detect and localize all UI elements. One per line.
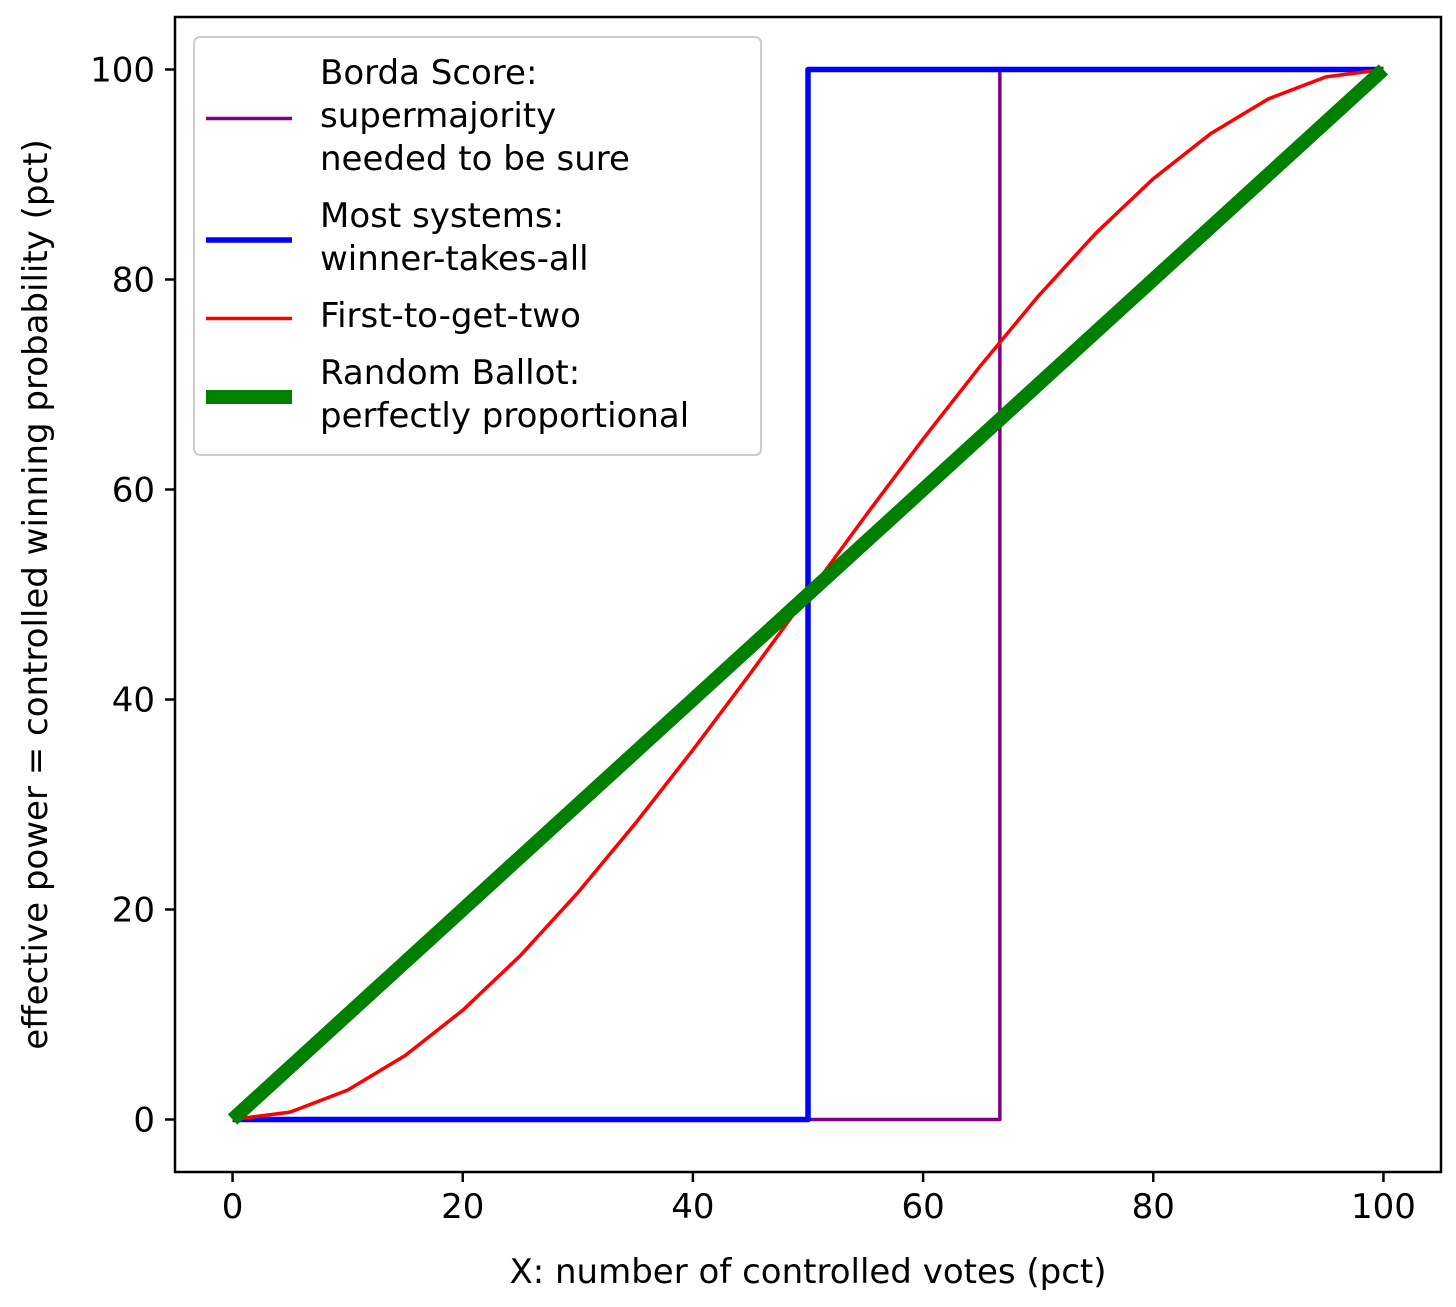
x-tick-label: 0 (222, 1187, 244, 1227)
series-line-3 (227, 64, 1389, 1125)
y-tick-label: 0 (133, 1101, 155, 1141)
x-tick-label: 60 (901, 1187, 944, 1227)
legend-label-line: supermajority (320, 96, 556, 136)
legend-label-line: Random Ballot: (320, 353, 580, 393)
x-tick-label: 100 (1351, 1187, 1416, 1227)
y-tick-label: 60 (112, 471, 155, 511)
y-tick-label: 80 (112, 261, 155, 301)
plot-frame (173, 15, 1443, 1174)
legend-label-line: Borda Score: (320, 53, 537, 93)
y-tick-label: 40 (112, 681, 155, 721)
x-tick-label: 40 (671, 1187, 714, 1227)
legend-label-2: First-to-get-two (320, 296, 581, 336)
series-layer (227, 64, 1389, 1125)
legend-label-1: Most systems: winner-takes-all (320, 196, 589, 279)
legend-label-line: Most systems: (320, 196, 564, 236)
x-tick-label: 20 (441, 1187, 484, 1227)
x-axis-label: X: number of controlled votes (pct) (509, 1252, 1106, 1292)
legend-label-line: perfectly proportional (320, 396, 689, 436)
legend-label-line: First-to-get-two (320, 296, 581, 336)
legend: Borda Score: supermajority needed to be su… (193, 36, 762, 456)
legend-label-0: Borda Score: supermajority needed to be su… (320, 53, 630, 179)
x-tick-label: 80 (1132, 1187, 1175, 1227)
legend-label-line: needed to be sure (320, 139, 630, 179)
legend-label-line: winner-takes-all (320, 239, 589, 279)
y-tick-label: 100 (90, 51, 155, 91)
y-tick-label: 20 (112, 891, 155, 931)
legend-label-3: Random Ballot: perfectly proportional (320, 353, 689, 436)
y-axis-label: effective power = controlled winning pro… (16, 139, 56, 1049)
ticks-layer: 0 20 40 60 80 100 0 20 40 60 80 100 (90, 51, 1416, 1228)
legend-box (193, 36, 762, 456)
